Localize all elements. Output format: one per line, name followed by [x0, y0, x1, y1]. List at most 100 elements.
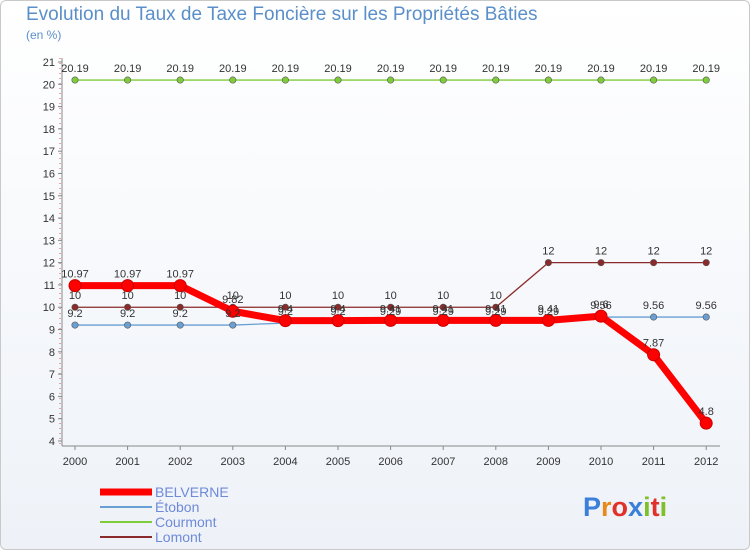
data-point: [229, 76, 237, 84]
data-point: [176, 321, 184, 329]
data-label: 10: [69, 290, 81, 302]
y-tick-label: 16: [43, 168, 55, 180]
data-label: 9.2: [225, 308, 240, 320]
y-tick-label: 21: [43, 57, 55, 69]
data-point: [334, 76, 342, 84]
data-point: [176, 76, 184, 84]
x-tick-label: 2011: [642, 456, 666, 468]
legend-label: Étobon: [155, 499, 199, 515]
data-point: [436, 313, 450, 327]
y-tick-label: 12: [43, 258, 55, 270]
data-label: 10.97: [61, 269, 89, 281]
x-tick-label: 2002: [168, 456, 192, 468]
data-point: [68, 279, 82, 293]
data-label: 4.8: [699, 406, 714, 418]
x-tick-label: 2008: [484, 456, 508, 468]
data-point: [176, 303, 184, 311]
y-tick-label: 6: [49, 391, 55, 403]
legend-label: BELVERNE: [155, 484, 229, 500]
data-point: [387, 76, 395, 84]
y-tick-label: 19: [43, 102, 55, 114]
data-point: [544, 259, 552, 267]
data-label: 10: [437, 290, 449, 302]
data-point: [71, 321, 79, 329]
data-point: [71, 303, 79, 311]
data-point: [650, 259, 658, 267]
data-label: 9.41: [485, 303, 506, 315]
y-tick-label: 17: [43, 146, 55, 158]
data-label: 10.97: [166, 269, 194, 281]
x-tick-label: 2000: [63, 456, 87, 468]
data-label: 20.19: [587, 63, 615, 75]
data-point: [594, 309, 608, 323]
data-label: 20.19: [429, 63, 457, 75]
data-label: 10.97: [114, 269, 142, 281]
data-label: 20.19: [272, 63, 300, 75]
data-label: 12: [647, 246, 659, 258]
data-label: 9.2: [120, 308, 135, 320]
data-label: 10: [384, 290, 396, 302]
x-tick-label: 2006: [378, 456, 402, 468]
data-point: [387, 303, 395, 311]
data-label: 10: [490, 290, 502, 302]
y-tick-label: 15: [43, 191, 55, 203]
data-point: [334, 303, 342, 311]
proxiti-logo: Proxiti: [583, 492, 667, 522]
data-label: 12: [542, 246, 554, 258]
x-tick-label: 2005: [326, 456, 350, 468]
data-label: 7.87: [643, 338, 664, 350]
data-label: 9.41: [538, 303, 559, 315]
data-point: [492, 303, 500, 311]
data-point: [702, 76, 710, 84]
data-label: 9.56: [695, 300, 716, 312]
y-tick-label: 8: [49, 347, 55, 359]
data-label: 9.29: [380, 306, 401, 318]
data-label: 9.2: [330, 306, 345, 318]
legend-label: Courmont: [155, 514, 217, 530]
y-tick-label: 4: [49, 436, 55, 448]
x-tick-label: 2009: [536, 456, 560, 468]
data-label: 20.19: [166, 63, 194, 75]
data-label: 9.41: [432, 303, 453, 315]
data-point: [281, 303, 289, 311]
data-point: [124, 303, 132, 311]
data-label: 10: [332, 290, 344, 302]
data-label: 9.6: [593, 299, 608, 311]
y-tick-label: 18: [43, 124, 55, 136]
data-point: [121, 279, 135, 293]
data-point: [699, 416, 713, 430]
x-tick-label: 2010: [589, 456, 613, 468]
y-tick-label: 5: [49, 414, 55, 426]
data-label: 9.29: [538, 306, 559, 318]
x-tick-label: 2004: [273, 456, 297, 468]
data-point: [124, 321, 132, 329]
data-point: [597, 76, 605, 84]
data-point: [702, 259, 710, 267]
y-tick-label: 11: [44, 280, 55, 292]
data-point: [226, 304, 240, 318]
data-label: 9.4: [330, 304, 345, 316]
data-label: 9.2: [67, 308, 82, 320]
data-point: [278, 314, 292, 328]
data-label: 9.2: [173, 308, 188, 320]
data-label: 20.19: [219, 63, 247, 75]
data-point: [489, 313, 503, 327]
data-point: [173, 279, 187, 293]
chart-title: Evolution du Taux de Taxe Foncière sur l…: [26, 4, 538, 25]
data-label: 12: [700, 246, 712, 258]
legend-label: Lomont: [155, 529, 202, 545]
data-label: 10: [174, 290, 186, 302]
data-label: 9.56: [590, 300, 611, 312]
x-tick-label: 2001: [115, 456, 139, 468]
data-label: 20.19: [61, 63, 89, 75]
data-label: 9.29: [432, 306, 453, 318]
data-label: 20.19: [535, 63, 563, 75]
data-label: 20.19: [692, 63, 720, 75]
data-point: [647, 348, 661, 362]
data-point: [229, 321, 237, 329]
y-tick-label: 14: [43, 213, 55, 225]
x-tick-label: 2007: [431, 456, 455, 468]
data-label: 20.19: [377, 63, 405, 75]
